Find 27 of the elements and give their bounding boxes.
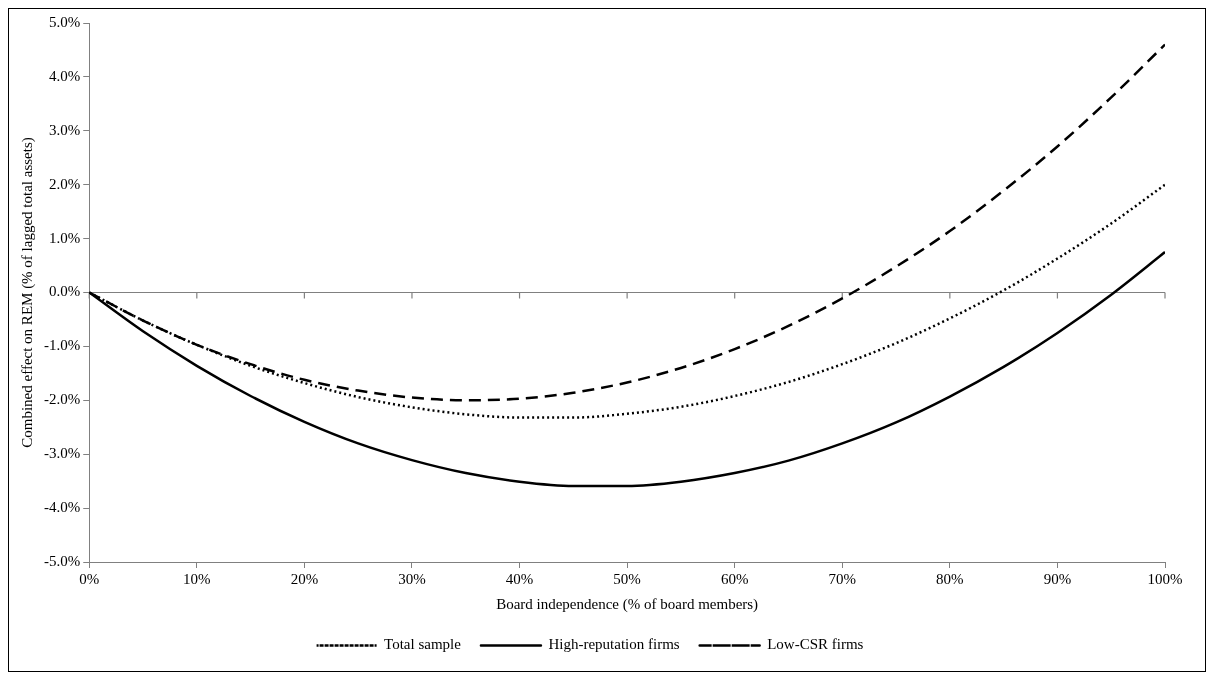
x-tick-label: 10% <box>183 570 211 587</box>
y-tick-label: 2.0% <box>48 175 81 192</box>
y-tick-label: 0.0% <box>48 283 81 300</box>
x-tick-label: 30% <box>398 570 426 587</box>
y-tick-label: 5.0% <box>48 13 81 30</box>
y-axis-title: Combined effect on REM (% of lagged total assets) <box>18 137 36 448</box>
x-tick-label: 70% <box>828 570 857 587</box>
y-tick-label: 4.0% <box>48 67 81 84</box>
x-tick-label: 60% <box>720 570 749 587</box>
y-tick-label: -2.0% <box>43 391 81 408</box>
y-tick-label: 1.0% <box>48 229 81 246</box>
y-tick-label: -4.0% <box>43 499 81 516</box>
legend-label: Total sample <box>384 636 462 653</box>
x-tick-label: 90% <box>1043 570 1072 587</box>
x-tick-label: 40% <box>505 570 534 587</box>
y-tick-label: 3.0% <box>48 121 81 138</box>
x-tick-label: 80% <box>936 570 964 587</box>
x-tick-label: 0% <box>79 570 100 587</box>
y-tick-label: -3.0% <box>43 445 81 462</box>
x-tick-label: 50% <box>613 570 641 587</box>
x-axis-title: Board independence (% of board members) <box>496 595 759 613</box>
x-tick-label: 20% <box>290 570 319 587</box>
y-tick-label: -5.0% <box>43 552 81 569</box>
y-tick-label: -1.0% <box>43 337 81 354</box>
legend-label: Low-CSR firms <box>767 636 864 653</box>
x-tick-label: 100% <box>1147 570 1183 587</box>
legend-label: High-reputation firms <box>548 636 680 653</box>
